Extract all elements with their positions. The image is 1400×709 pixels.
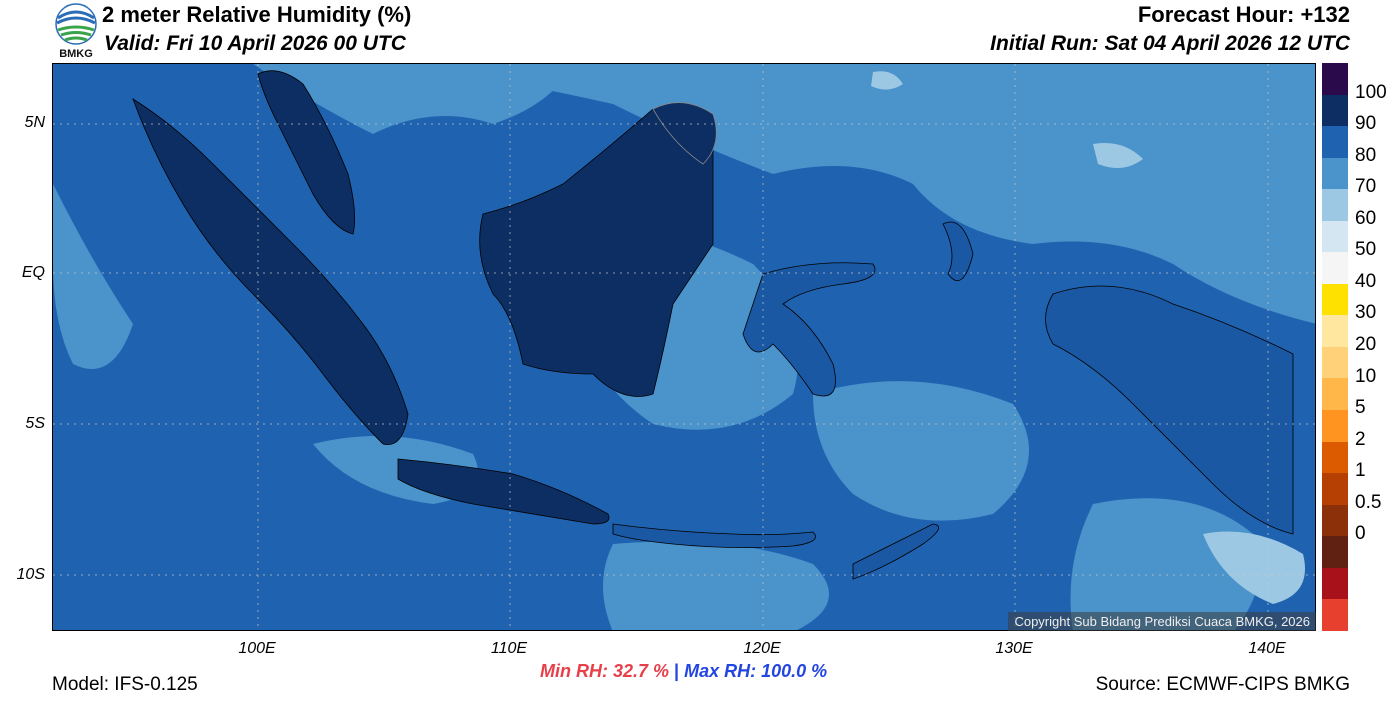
min-rh: Min RH: 32.7 % (540, 661, 670, 681)
graticule (53, 64, 1315, 630)
bmkg-logo: BMKG (52, 2, 100, 60)
colorbar-label: 0 (1355, 523, 1366, 545)
colorbar-label: 0.5 (1355, 491, 1382, 513)
colorbar-label: 60 (1355, 207, 1377, 229)
min-max-rh: Min RH: 32.7 % | Max RH: 100.0 % (540, 661, 827, 682)
lon-label-130e: 130E (995, 640, 1033, 657)
lat-label-10s: 10S (16, 566, 45, 583)
lat-label-5s: 5S (25, 415, 45, 432)
colorbar-segment (1322, 126, 1348, 158)
copyright-notice: Copyright Sub Bidang Prediksi Cuaca BMKG… (1008, 612, 1316, 631)
colorbar (1322, 63, 1348, 631)
chart-title: 2 meter Relative Humidity (%) (102, 2, 412, 27)
colorbar-label: 1 (1355, 460, 1366, 482)
valid-time: Valid: Fri 10 April 2026 00 UTC (104, 32, 406, 55)
colorbar-segment (1322, 346, 1348, 379)
colorbar-label: 40 (1355, 270, 1377, 292)
colorbar-segment (1322, 315, 1348, 347)
colorbar-segment (1322, 536, 1348, 568)
colorbar-label: 2 (1355, 428, 1366, 450)
lon-label-100e: 100E (238, 640, 276, 657)
colorbar-label: 5 (1355, 397, 1366, 419)
colorbar-segment (1322, 473, 1348, 505)
colorbar-segment (1322, 252, 1348, 284)
colorbar-segment (1322, 283, 1348, 316)
source-label: Source: ECMWF-CIPS BMKG (1095, 674, 1350, 695)
rh-70-80-areas (53, 64, 1315, 630)
land-90-100 (132, 70, 714, 525)
bmkg-logo-icon (55, 3, 97, 45)
colorbar-segment (1322, 63, 1348, 95)
lon-label-140e: 140E (1248, 640, 1286, 657)
colorbar-segment (1322, 599, 1348, 631)
forecast-hour: Forecast Hour: +132 (1137, 2, 1350, 27)
colorbar-segment (1322, 567, 1348, 600)
colorbar-segment (1322, 220, 1348, 253)
lon-label-110e: 110E (490, 640, 528, 657)
colorbar-label: 10 (1355, 365, 1377, 387)
colorbar-segment (1322, 189, 1348, 221)
colorbar-label: 100 (1355, 81, 1387, 103)
colorbar-segment (1322, 157, 1348, 190)
humidity-map (52, 63, 1316, 631)
logo-text: BMKG (59, 48, 93, 60)
lat-label-eq: EQ (21, 264, 45, 281)
land-eastern-islands (612, 221, 1294, 580)
colorbar-segment (1322, 410, 1348, 442)
colorbar-segment (1322, 378, 1348, 411)
colorbar-label: 70 (1355, 176, 1377, 198)
lat-label-5n: 5N (24, 114, 45, 131)
initial-run: Initial Run: Sat 04 April 2026 12 UTC (990, 32, 1350, 55)
model-label: Model: IFS-0.125 (52, 674, 198, 695)
min-max-separator: | (674, 661, 680, 681)
lon-label-120e: 120E (743, 640, 781, 657)
colorbar-segment (1322, 504, 1348, 537)
colorbar-label: 90 (1355, 113, 1377, 135)
colorbar-label: 30 (1355, 302, 1377, 324)
colorbar-label: 80 (1355, 144, 1377, 166)
colorbar-segment (1322, 94, 1348, 127)
colorbar-label: 20 (1355, 334, 1377, 355)
colorbar-segment (1322, 441, 1348, 474)
colorbar-label: 50 (1355, 239, 1377, 261)
max-rh: Max RH: 100.0 % (684, 661, 828, 681)
